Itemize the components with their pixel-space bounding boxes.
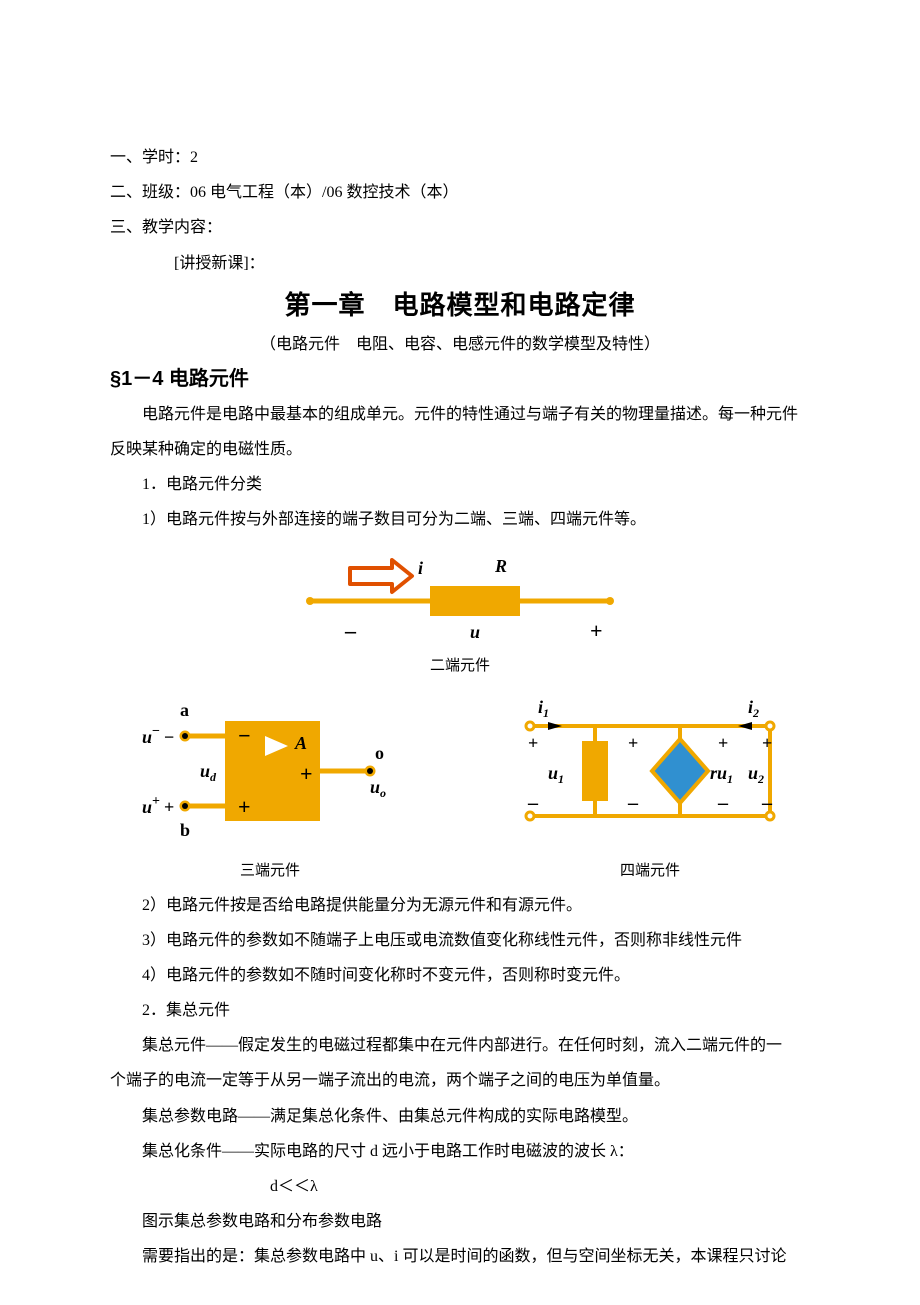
chapter-title: 第一章 电路模型和电路定律 [110, 285, 810, 322]
svg-text:A: A [294, 733, 307, 753]
figure-three-terminal: − + + Aud a b u− u+ − + o uo 三端元件 [130, 691, 410, 880]
svg-text:+: + [590, 618, 603, 643]
svg-text:+: + [164, 797, 174, 817]
svg-text:+: + [628, 733, 638, 753]
intro-paragraph: 电路元件是电路中最基本的组成单元。元件的特性通过与端子有关的物理量描述。每一种元… [110, 397, 810, 467]
svg-text:ud: ud [200, 761, 217, 784]
svg-text:−: − [238, 723, 251, 748]
chapter-subtitle: （电路元件 电阻、电容、电感元件的数学模型及特性） [110, 330, 810, 354]
header-line-2: 二、班级：06 电气工程（本）/06 数控技术（本） [110, 175, 810, 210]
s2-p5: 需要指出的是：集总参数电路中 u、i 可以是时间的函数，但与空间坐标无关，本课程… [110, 1239, 810, 1274]
s2-p2: 集总参数电路——满足集总化条件、由集总元件构成的实际电路模型。 [110, 1099, 810, 1134]
s2-heading: 2．集总元件 [110, 993, 810, 1028]
s2-p1a: 集总元件——假定发生的电磁过程都集中在元件内部进行。在任何时刻，流入二端元件的一 [110, 1028, 810, 1063]
svg-text:+: + [300, 761, 313, 786]
svg-text:–: – [344, 618, 357, 643]
s1-item-3: 3）电路元件的参数如不随端子上电压或电流数值变化称线性元件，否则称非线性元件 [110, 923, 810, 958]
svg-text:R: R [494, 556, 507, 576]
svg-text:a: a [180, 700, 189, 720]
header-line-1: 一、学时：2 [110, 140, 810, 175]
svg-text:b: b [180, 820, 190, 840]
figure-four-terminal: i1i2+–+–+–+–u1u2ru1 四端元件 [510, 691, 790, 880]
svg-text:uo: uo [370, 777, 386, 800]
svg-text:u2: u2 [748, 763, 764, 786]
caption-two-terminal: 二端元件 [430, 654, 490, 675]
s2-p1b: 个端子的电流一定等于从另一端子流出的电流，两个端子之间的电压为单值量。 [110, 1063, 810, 1098]
svg-text:ru1: ru1 [710, 763, 733, 786]
figure-row-3-4: −++Audabu−u+−+ouo 三端元件 i1i2+–+–+–+–u1u2r… [110, 683, 810, 888]
svg-text:i: i [418, 558, 423, 578]
svg-text:+: + [528, 733, 538, 753]
four-terminal-diagram: i1i2+–+–+–+–u1u2ru1 [510, 691, 790, 851]
svg-text:u: u [470, 622, 480, 642]
svg-text:i2: i2 [748, 697, 759, 720]
s1-item-1: 1）电路元件按与外部连接的端子数目可分为二端、三端、四端元件等。 [110, 502, 810, 537]
svg-text:–: – [717, 792, 729, 814]
svg-text:+: + [762, 733, 772, 753]
svg-text:u+: u+ [142, 794, 160, 817]
svg-text:o: o [375, 743, 384, 763]
three-terminal-diagram: − + + Aud a b u− u+ − + o uo [130, 691, 410, 851]
section-heading: §1－4 电路元件 [110, 362, 810, 391]
svg-text:−: − [164, 727, 174, 747]
svg-text:i1: i1 [538, 697, 549, 720]
svg-text:+: + [718, 733, 728, 753]
header-line-3: 三、教学内容： [110, 210, 810, 245]
svg-text:u1: u1 [548, 763, 564, 786]
lecture-label: [讲授新课]： [110, 246, 810, 281]
s1-heading: 1．电路元件分类 [110, 467, 810, 502]
svg-text:–: – [527, 792, 539, 814]
svg-text:–: – [627, 792, 639, 814]
s1-item-2: 2）电路元件按是否给电路提供能量分为无源元件和有源元件。 [110, 888, 810, 923]
s2-math: d＜＜λ [270, 1169, 810, 1204]
s1-item-4: 4）电路元件的参数如不随时间变化称时不变元件，否则称时变元件。 [110, 958, 810, 993]
page: 一、学时：2 二、班级：06 电气工程（本）/06 数控技术（本） 三、教学内容… [0, 0, 920, 1305]
caption-three-terminal: 三端元件 [240, 859, 300, 880]
s2-p3: 集总化条件——实际电路的尺寸 d 远小于电路工作时电磁波的波长 λ： [110, 1134, 810, 1169]
two-terminal-diagram: i Ru – + [300, 546, 620, 646]
figure-two-terminal: i Ru – + 二端元件 [110, 546, 810, 675]
caption-four-terminal: 四端元件 [620, 859, 680, 880]
s2-p4: 图示集总参数电路和分布参数电路 [110, 1204, 810, 1239]
svg-text:–: – [761, 792, 773, 814]
svg-text:+: + [238, 794, 251, 819]
svg-text:u−: u− [142, 724, 160, 747]
